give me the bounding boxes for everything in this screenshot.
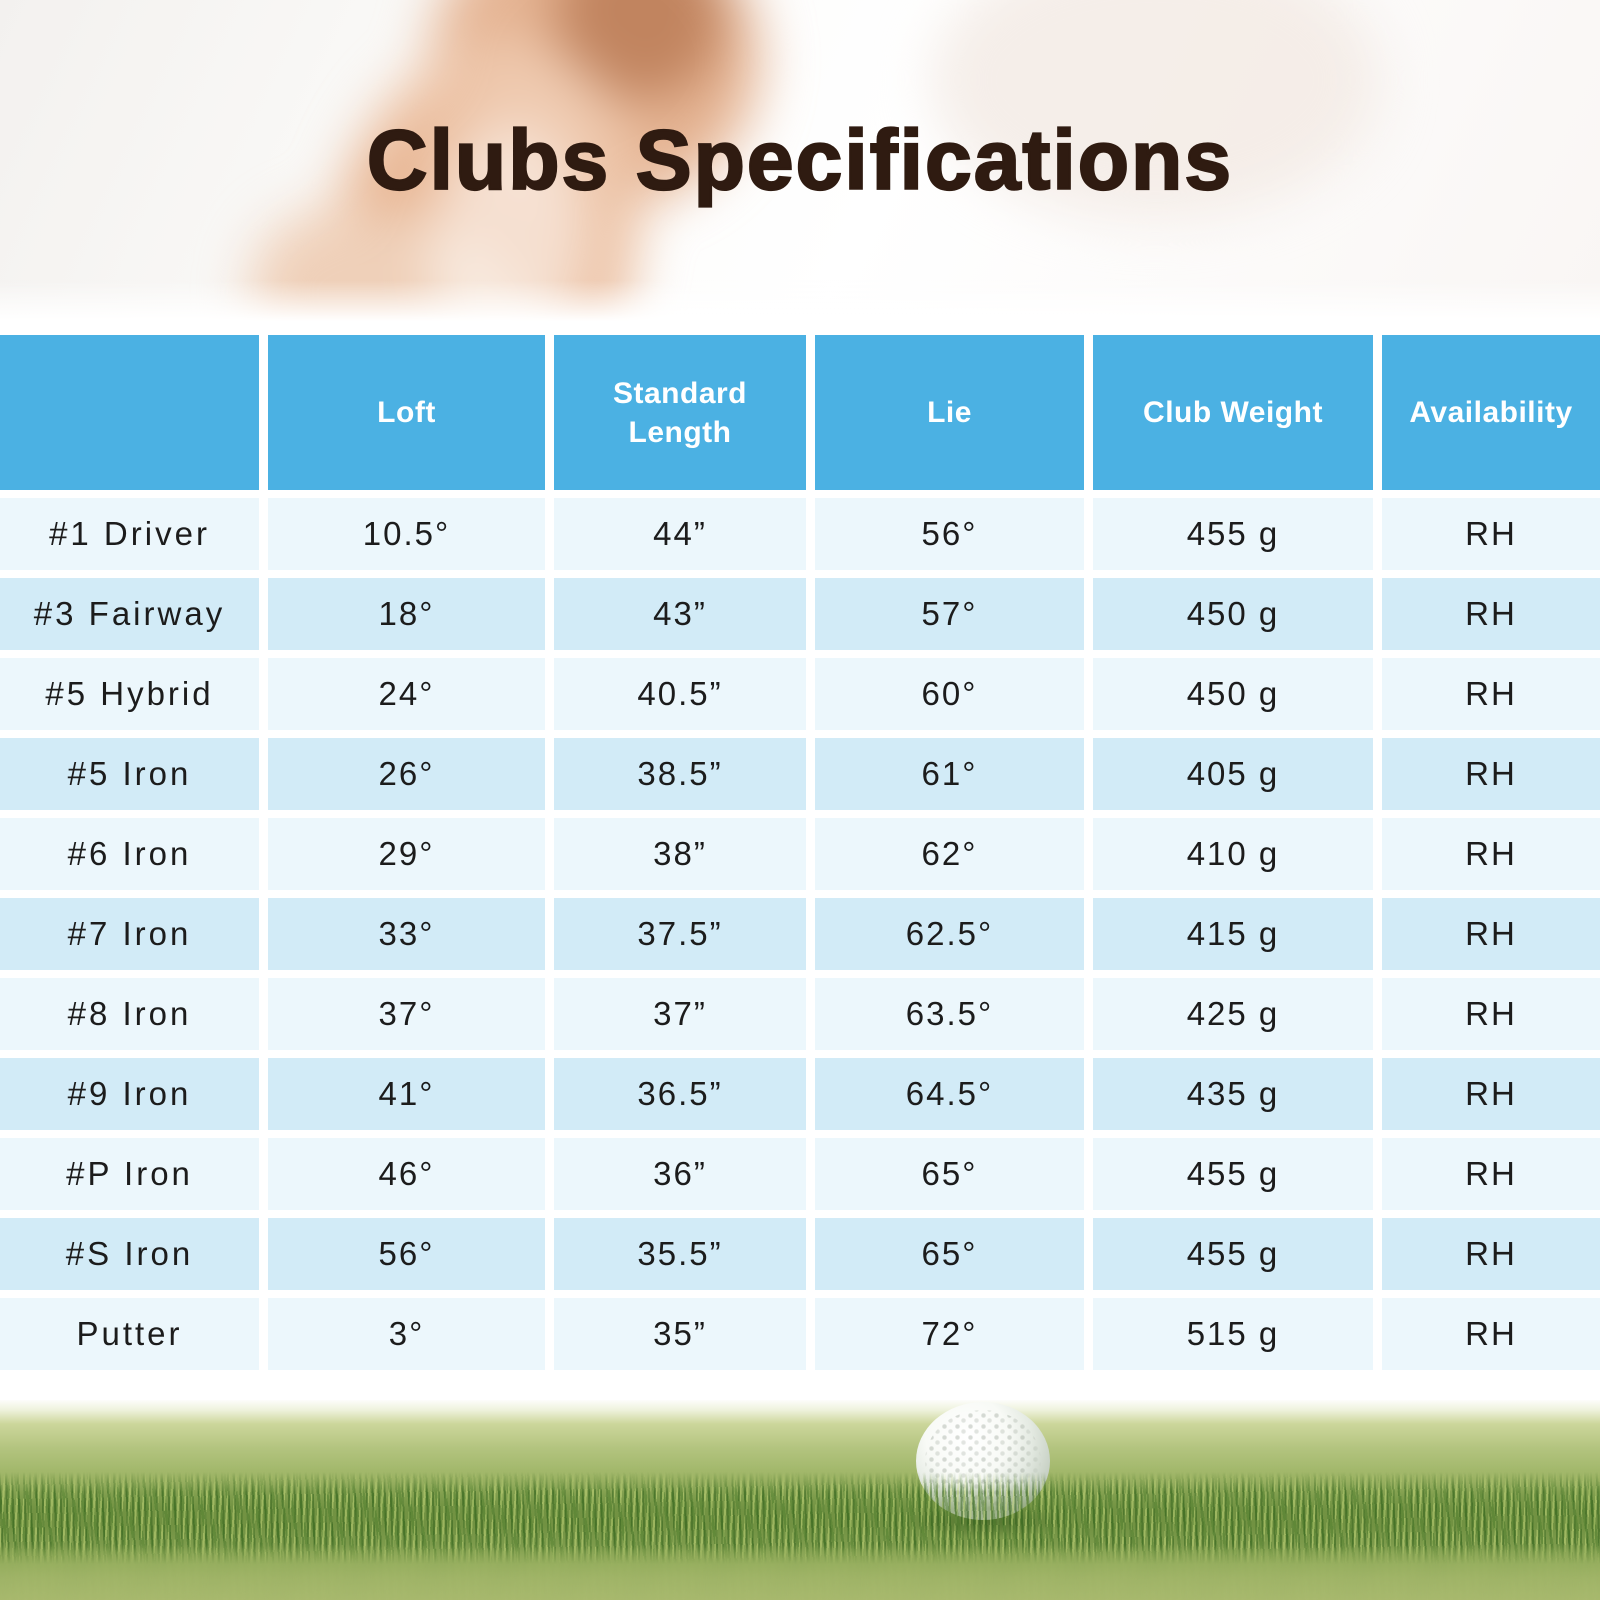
spec-value-cell: 29° [268,818,545,890]
spec-value-cell: 43” [554,578,806,650]
spec-value-cell: 450 g [1093,658,1373,730]
spec-value-cell: 410 g [1093,818,1373,890]
spec-value-cell: 36.5” [554,1058,806,1130]
spec-value-cell: RH [1382,498,1600,570]
club-name-cell: #P Iron [0,1138,259,1210]
spec-value-cell: 455 g [1093,1218,1373,1290]
club-name-cell: Putter [0,1298,259,1370]
spec-value-cell: 37” [554,978,806,1050]
hero-section: Clubs Specifications [0,0,1600,335]
spec-value-cell: 24° [268,658,545,730]
spec-value-cell: RH [1382,658,1600,730]
spec-value-cell: 64.5° [815,1058,1084,1130]
club-name-cell: #5 Iron [0,738,259,810]
spec-value-cell: 61° [815,738,1084,810]
spec-value-cell: 37.5” [554,898,806,970]
spec-table: Loft Standard Length Lie Club Weight Ava… [0,335,1600,1370]
spec-value-cell: 40.5” [554,658,806,730]
photo-blur-blob [930,0,1380,220]
spec-value-cell: 37° [268,978,545,1050]
spec-value-cell: 62.5° [815,898,1084,970]
spec-value-cell: 38.5” [554,738,806,810]
column-header-availability: Availability [1382,335,1600,490]
spec-value-cell: 3° [268,1298,545,1370]
spec-value-cell: RH [1382,1058,1600,1130]
spec-value-cell: RH [1382,818,1600,890]
club-name-cell: #5 Hybrid [0,658,259,730]
club-name-cell: #9 Iron [0,1058,259,1130]
spec-value-cell: 65° [815,1138,1084,1210]
spec-value-cell: 10.5° [268,498,545,570]
club-name-cell: #3 Fairway [0,578,259,650]
spec-value-cell: 65° [815,1218,1084,1290]
spec-value-cell: RH [1382,1218,1600,1290]
column-header-club-weight: Club Weight [1093,335,1373,490]
column-header-lie: Lie [815,335,1084,490]
spec-value-cell: 35” [554,1298,806,1370]
spec-value-cell: RH [1382,978,1600,1050]
spec-table-section: Loft Standard Length Lie Club Weight Ava… [0,335,1600,1400]
golfer-arm-photo [0,0,1600,335]
grass-photo [0,1400,1600,1600]
spec-value-cell: 455 g [1093,1138,1373,1210]
spec-value-cell: 450 g [1093,578,1373,650]
club-name-cell: #S Iron [0,1218,259,1290]
column-header-standard-length: Standard Length [554,335,806,490]
column-header-loft: Loft [268,335,545,490]
spec-value-cell: 26° [268,738,545,810]
spec-value-cell: 72° [815,1298,1084,1370]
spec-value-cell: 56° [268,1218,545,1290]
page-title: Clubs Specifications [366,112,1234,208]
spec-value-cell: 405 g [1093,738,1373,810]
spec-value-cell: 425 g [1093,978,1373,1050]
spec-value-cell: 46° [268,1138,545,1210]
club-name-cell: #6 Iron [0,818,259,890]
spec-value-cell: 60° [815,658,1084,730]
column-header-club [0,335,259,490]
spec-value-cell: 33° [268,898,545,970]
spec-value-cell: 435 g [1093,1058,1373,1130]
spec-value-cell: RH [1382,578,1600,650]
spec-value-cell: 44” [554,498,806,570]
spec-value-cell: RH [1382,738,1600,810]
spec-value-cell: 56° [815,498,1084,570]
spec-value-cell: 38” [554,818,806,890]
spec-value-cell: 36” [554,1138,806,1210]
club-name-cell: #7 Iron [0,898,259,970]
spec-value-cell: 57° [815,578,1084,650]
spec-value-cell: 415 g [1093,898,1373,970]
spec-value-cell: 63.5° [815,978,1084,1050]
club-name-cell: #8 Iron [0,978,259,1050]
grass-blades-soft [0,1550,1600,1600]
club-name-cell: #1 Driver [0,498,259,570]
spec-value-cell: RH [1382,1298,1600,1370]
spec-value-cell: 18° [268,578,545,650]
spec-value-cell: RH [1382,1138,1600,1210]
grass-blades [0,1472,1600,1564]
spec-value-cell: RH [1382,898,1600,970]
spec-value-cell: 41° [268,1058,545,1130]
spec-value-cell: 62° [815,818,1084,890]
spec-value-cell: 515 g [1093,1298,1373,1370]
spec-value-cell: 35.5” [554,1218,806,1290]
white-spacer [0,1370,1600,1400]
spec-value-cell: 455 g [1093,498,1373,570]
